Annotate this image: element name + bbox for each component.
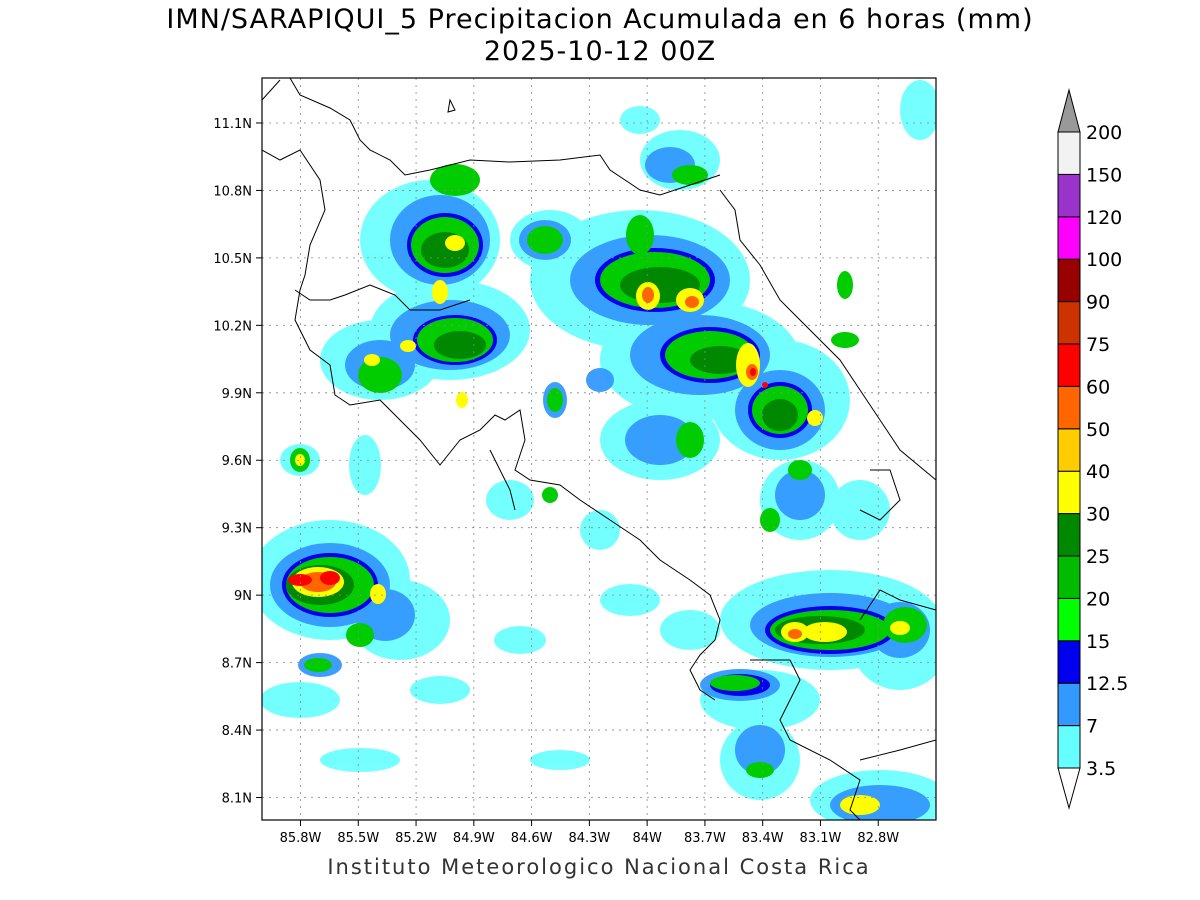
- lon-tick-label: 82.8W: [857, 831, 899, 846]
- colorbar-label: 60: [1086, 376, 1110, 398]
- colorbar-label: 3.5: [1086, 758, 1116, 780]
- colorbar-label: 50: [1086, 419, 1110, 441]
- colorbar-swatch: [1057, 385, 1081, 430]
- caribbean-coast: [719, 189, 936, 481]
- colorbar-swatch: [1057, 555, 1081, 599]
- colorbar-swatch: [1057, 513, 1081, 557]
- lon-tick-label: 85.5W: [337, 831, 379, 846]
- lon-tick-label: 84.6W: [511, 831, 553, 846]
- colorbar-label: 20: [1086, 588, 1110, 610]
- panama-border: [750, 659, 861, 820]
- lon-tick-label: 85.2W: [395, 831, 437, 846]
- latitude-axis: 11.1N 10.8N 10.5N 10.2N 9.9N 9.6N 9.3N 9N 8.7N 8.…: [213, 117, 262, 807]
- nicaragua-west: [262, 149, 326, 291]
- colorbar-swatch: [1057, 173, 1081, 218]
- colorbar-label: 40: [1086, 461, 1110, 483]
- colorbar-min-triangle: [1057, 767, 1081, 810]
- lat-tick-label: 8.1N: [222, 792, 252, 807]
- colorbar-swatch: [1057, 343, 1081, 387]
- lon-tick-label: 85.8W: [280, 831, 322, 846]
- colorbar-swatch: [1057, 470, 1081, 515]
- panama-coast: [859, 469, 936, 761]
- footer-credit: Instituto Meteorologico Nacional Costa R…: [327, 855, 871, 879]
- longitude-axis: 85.8W 85.5W 85.2W 84.9W 84.6W 84.3W 84W 83.7W 83…: [280, 820, 899, 846]
- lat-tick-label: 11.1N: [213, 117, 252, 132]
- lat-tick-label: 9N: [234, 589, 252, 604]
- colorbar-label: 200: [1086, 122, 1122, 144]
- lon-tick-label: 84W: [632, 831, 662, 846]
- pacific-coast: [294, 289, 721, 701]
- colorbar-swatch: [1057, 216, 1081, 260]
- colorbar-label: 150: [1086, 164, 1122, 186]
- lat-tick-label: 10.8N: [213, 184, 252, 199]
- colorbar-label: 25: [1086, 546, 1110, 568]
- colorbar-swatch: [1057, 131, 1081, 175]
- colorbar-legend: 3.5 7 12.5 15 20 25 30 40 50 60 75 90 100 120 150 200: [1057, 88, 1128, 810]
- lon-tick-label: 83.4W: [742, 831, 784, 846]
- colorbar-swatch: [1057, 301, 1081, 345]
- lat-tick-label: 10.2N: [213, 319, 252, 334]
- colorbar-label: 100: [1086, 249, 1122, 271]
- lat-tick-label: 8.4N: [222, 724, 252, 739]
- map-gridlines: [262, 78, 936, 820]
- colorbar-label: 75: [1086, 334, 1110, 356]
- colorbar-max-triangle: [1057, 88, 1081, 133]
- lon-tick-label: 83.7W: [684, 831, 726, 846]
- lat-tick-label: 9.3N: [222, 522, 252, 537]
- precip-band-red: [288, 368, 768, 586]
- colorbar-swatch: [1057, 682, 1081, 727]
- lon-tick-label: 84.3W: [568, 831, 610, 846]
- lon-tick-label: 83.1W: [800, 831, 842, 846]
- map-subtitle: 2025-10-12 00Z: [483, 36, 717, 67]
- colorbar-label: 7: [1086, 716, 1098, 738]
- map-frame: [261, 77, 937, 821]
- nicoya-gulf: [489, 449, 516, 511]
- colorbar-label: 15: [1086, 631, 1110, 653]
- lat-tick-label: 8.7N: [222, 657, 252, 672]
- colorbar-swatch: [1057, 258, 1081, 303]
- colorbar-swatch: [1057, 640, 1081, 684]
- lat-tick-label: 9.6N: [222, 454, 252, 469]
- map-title: IMN/SARAPIQUI_5 Precipitacion Acumulada …: [166, 4, 1034, 35]
- colorbar-label: 120: [1086, 207, 1122, 229]
- lat-tick-label: 9.9N: [222, 387, 252, 402]
- colorbar-label: 12.5: [1086, 673, 1128, 695]
- colorbar-swatch: [1057, 597, 1081, 642]
- colorbar-swatch: [1057, 725, 1081, 769]
- lat-tick-label: 10.5N: [213, 252, 252, 267]
- costa-rica-north-border: [294, 284, 471, 311]
- lake-island: [447, 98, 456, 113]
- lon-tick-label: 84.9W: [453, 831, 495, 846]
- colorbar-label: 90: [1086, 292, 1110, 314]
- coastline-borders: [262, 78, 936, 820]
- nicaragua-coast: [262, 78, 721, 196]
- colorbar-swatch: [1057, 428, 1081, 472]
- colorbar-label: 30: [1086, 504, 1110, 526]
